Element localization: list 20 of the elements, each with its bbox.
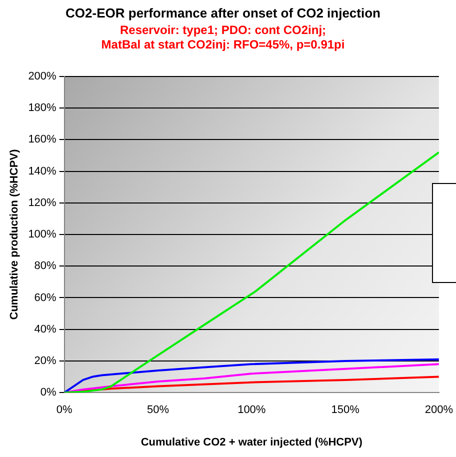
y-tick-label: 60%	[34, 292, 57, 304]
x-axis-title: Cumulative CO2 + water injected (%HCPV)	[140, 436, 363, 448]
y-tick-label: 180%	[28, 102, 57, 114]
y-tick-label: 0%	[40, 386, 57, 399]
y-tick-label: 200%	[28, 70, 57, 82]
x-tick-label: 0%	[56, 404, 72, 416]
y-tick-label: 120%	[28, 196, 57, 209]
y-tick-label: 100%	[28, 228, 57, 241]
chart-subtitle: Reservoir: type1; PDO: cont CO2inj; MatBal at start CO2inj: RFO=45%, p=0.91pi	[101, 23, 345, 52]
x-tick-label: 150%	[331, 404, 360, 416]
x-tick-label: 100%	[238, 404, 266, 416]
y-axis-title: Cumulative production (%HCPV)	[8, 148, 21, 320]
y-tick-label: 40%	[34, 323, 57, 336]
x-tick-label: 50%	[146, 404, 170, 416]
chart-title: CO2-EOR performance after onset of CO2 injection	[66, 5, 381, 20]
y-tick-label: 20%	[34, 355, 57, 368]
y-tick-label: 80%	[34, 260, 57, 272]
x-tick-label: 200%	[424, 404, 454, 416]
y-tick-label: 160%	[28, 134, 57, 146]
y-tick-label: 140%	[28, 165, 57, 178]
